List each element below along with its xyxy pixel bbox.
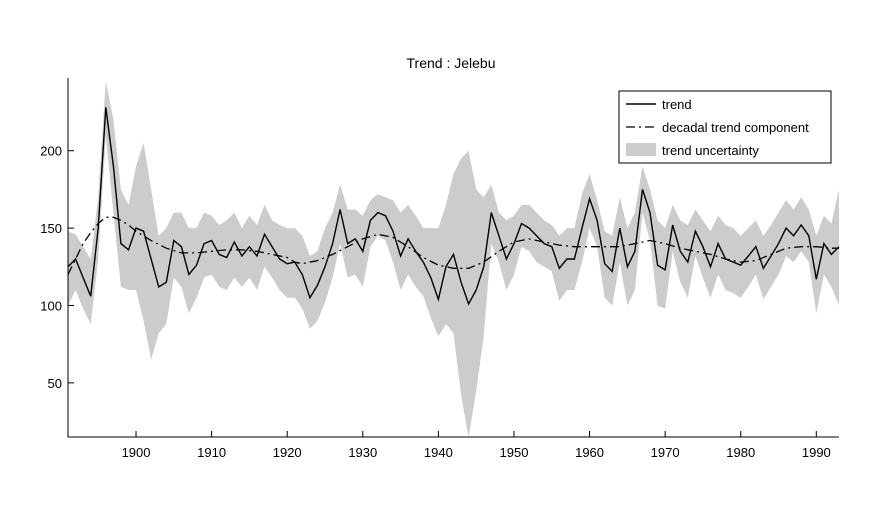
legend-label-uncertainty: trend uncertainty bbox=[662, 143, 759, 158]
x-axis-ticks: 1900 1910 1920 1930 1940 1950 1960 1970 1980 1990 bbox=[122, 431, 831, 460]
y-tick-label: 150 bbox=[40, 221, 62, 236]
trend-uncertainty-band bbox=[68, 81, 839, 437]
x-tick-label: 1910 bbox=[197, 445, 226, 460]
x-tick-label: 1970 bbox=[651, 445, 680, 460]
x-tick-label: 1940 bbox=[424, 445, 453, 460]
plot-axes-frame bbox=[67, 78, 839, 438]
y-tick-label: 50 bbox=[48, 376, 62, 391]
plot-area bbox=[67, 81, 840, 437]
trend-line bbox=[67, 107, 840, 306]
y-axis-ticks: 50 100 150 200 bbox=[40, 144, 74, 391]
legend-label-trend: trend bbox=[662, 97, 692, 112]
y-tick-label: 200 bbox=[40, 144, 62, 159]
x-tick-label: 1930 bbox=[348, 445, 377, 460]
x-tick-label: 1950 bbox=[500, 445, 529, 460]
legend-swatch-uncertainty bbox=[626, 143, 656, 156]
chart-title: Trend : Jelebu bbox=[407, 55, 496, 71]
x-tick-label: 1990 bbox=[802, 445, 831, 460]
legend: trend decadal trend component trend unce… bbox=[618, 90, 832, 164]
x-tick-label: 1900 bbox=[122, 445, 151, 460]
x-tick-label: 1960 bbox=[575, 445, 604, 460]
legend-label-decadal: decadal trend component bbox=[662, 120, 809, 135]
y-tick-label: 100 bbox=[40, 298, 62, 313]
x-tick-label: 1980 bbox=[726, 445, 755, 460]
x-tick-label: 1920 bbox=[273, 445, 302, 460]
